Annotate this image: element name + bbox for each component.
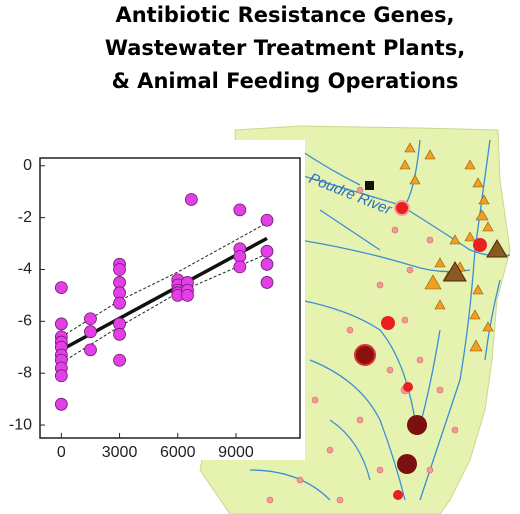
data-point xyxy=(233,260,247,274)
data-point xyxy=(260,276,274,289)
data-point xyxy=(84,343,97,357)
feeding-operations xyxy=(399,142,508,352)
data-point xyxy=(84,325,97,339)
data-point xyxy=(260,213,274,227)
data-point xyxy=(113,353,126,367)
chart-title: & Animal Feeding Operations xyxy=(112,69,459,93)
chart-title: Antibiotic Resistance Genes, xyxy=(115,3,454,27)
data-point xyxy=(54,397,68,411)
y-tick-label: -6 xyxy=(18,313,32,330)
y-tick-label: 0 xyxy=(23,157,32,174)
data-point xyxy=(54,281,68,295)
data-point xyxy=(84,312,97,326)
data-point xyxy=(113,296,126,310)
wastewater-plants xyxy=(266,186,487,504)
y-tick-label: -8 xyxy=(18,364,32,381)
data-point xyxy=(260,244,274,258)
data-point xyxy=(181,289,194,302)
y-tick-label: -10 xyxy=(9,416,32,433)
plot-frame xyxy=(39,157,301,439)
data-point xyxy=(54,369,68,383)
confidence-band xyxy=(61,222,268,338)
data-point xyxy=(54,317,68,331)
y-tick-label: -2 xyxy=(18,209,32,226)
data-point xyxy=(113,263,126,276)
x-tick-label: 6000 xyxy=(160,444,196,461)
data-point xyxy=(233,203,247,217)
x-tick-label: 0 xyxy=(57,444,66,461)
x-tick-label: 3000 xyxy=(102,444,138,461)
data-point xyxy=(184,193,198,206)
data-point xyxy=(113,327,126,341)
chart-title: Wastewater Treatment Plants, xyxy=(105,36,465,60)
data-point xyxy=(260,257,274,271)
y-tick-label: -4 xyxy=(18,261,32,278)
confidence-band xyxy=(61,253,268,364)
x-tick-label: 9000 xyxy=(218,444,254,461)
site-marker xyxy=(365,181,374,190)
